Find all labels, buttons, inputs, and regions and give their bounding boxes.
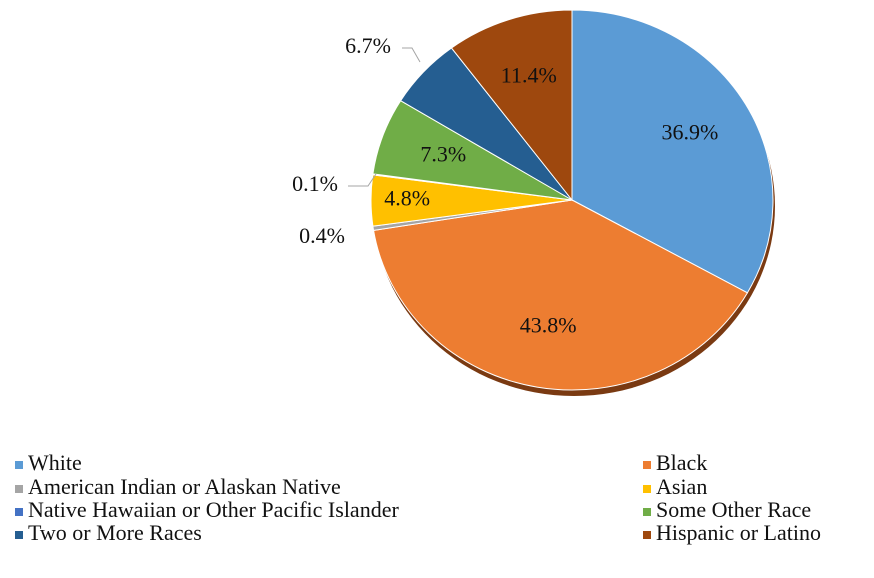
legend-swatch <box>643 461 651 469</box>
data-label: 11.4% <box>501 62 557 87</box>
data-label: 0.1% <box>292 171 338 196</box>
data-label: 4.8% <box>384 185 430 210</box>
legend-label: American Indian or Alaskan Native <box>28 474 341 499</box>
data-label: 36.9% <box>662 120 719 145</box>
data-label: 0.4% <box>299 223 345 248</box>
legend-label: White <box>28 450 82 475</box>
leader-line <box>402 47 421 63</box>
legend-swatch <box>15 485 23 493</box>
pie-slice <box>571 9 774 294</box>
legend-swatch <box>15 508 23 516</box>
legend-label: Asian <box>656 474 707 499</box>
legend-swatch <box>643 485 651 493</box>
legend-label: Native Hawaiian or Other Pacific Islande… <box>28 497 399 522</box>
legend-label: Hispanic or Latino <box>656 520 821 545</box>
legend-label: Some Other Race <box>656 497 811 522</box>
data-label: 7.3% <box>420 141 466 166</box>
data-label: 43.8% <box>520 312 577 337</box>
legend-label: Two or More Races <box>28 520 202 545</box>
legend-swatch <box>15 461 23 469</box>
pie-slice <box>373 199 749 391</box>
legend-label: Black <box>656 450 707 475</box>
legend-swatch <box>643 508 651 516</box>
pie-slice <box>450 9 573 202</box>
data-label: 6.7% <box>345 33 391 58</box>
legend-swatch <box>15 531 23 539</box>
legend-swatch <box>643 531 651 539</box>
leader-line <box>348 173 377 187</box>
